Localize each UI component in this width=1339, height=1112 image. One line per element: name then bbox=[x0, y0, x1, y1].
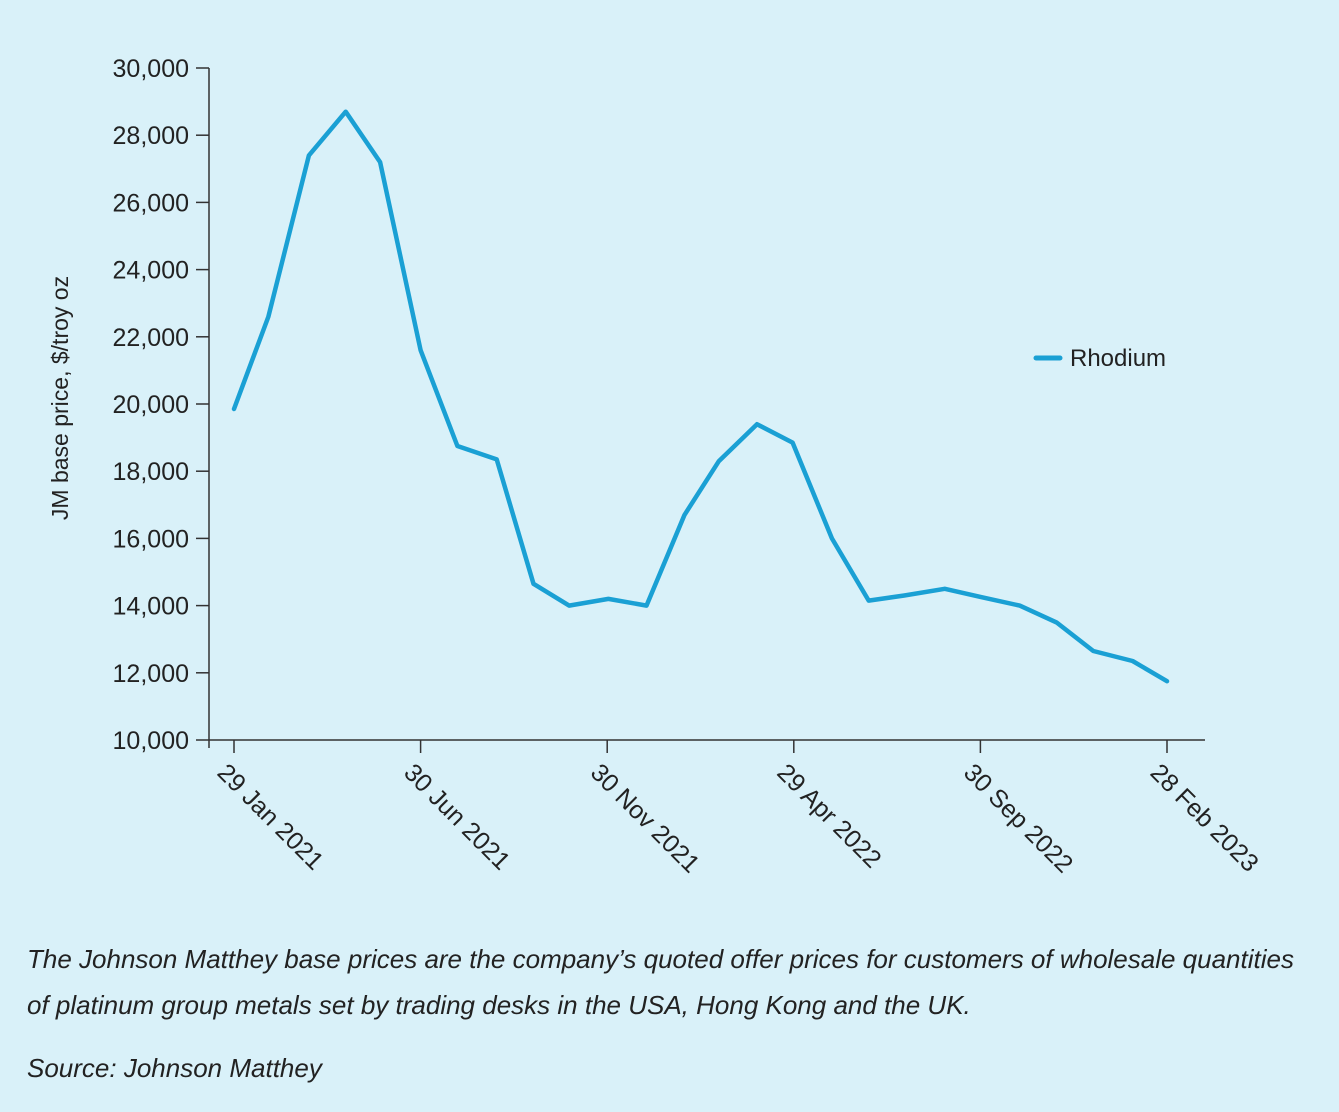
legend-label-rhodium: Rhodium bbox=[1070, 345, 1166, 372]
x-axis: 29 Jan 2021 30 Jun 2021 30 Nov 2021 29 Apr … bbox=[209, 739, 1264, 879]
x-tick-label: 29 Jan 2021 bbox=[212, 758, 329, 875]
series-group bbox=[231, 109, 1170, 684]
legend: Rhodium bbox=[1033, 345, 1166, 372]
x-tick-label: 30 Nov 2021 bbox=[585, 758, 705, 878]
y-tick-label: 24,000 bbox=[113, 257, 189, 285]
y-tick-label: 14,000 bbox=[113, 593, 189, 621]
y-tick-label: 18,000 bbox=[113, 458, 189, 486]
series-line-rhodium bbox=[231, 109, 1170, 684]
y-tick-label: 10,000 bbox=[113, 727, 189, 755]
y-tick-label: 16,000 bbox=[113, 525, 189, 553]
x-tick-label: 30 Jun 2021 bbox=[398, 758, 515, 875]
x-tick-label: 28 Feb 2023 bbox=[1145, 758, 1264, 877]
y-axis-title: JM base price, $/troy oz bbox=[47, 276, 73, 520]
x-tick-label: 30 Sep 2022 bbox=[958, 758, 1078, 878]
line-chart: 10,000 12,000 14,000 16,000 18,000 20,000 22,0… bbox=[47, 55, 1264, 879]
y-tick-label: 22,000 bbox=[113, 324, 189, 352]
y-axis: 10,000 12,000 14,000 16,000 18,000 20,000 22,0… bbox=[113, 55, 210, 755]
chart-caption: The Johnson Matthey base prices are the … bbox=[27, 944, 1294, 1020]
y-tick-label: 20,000 bbox=[113, 391, 189, 419]
y-tick-label: 26,000 bbox=[113, 189, 189, 217]
y-tick-label: 28,000 bbox=[113, 122, 189, 150]
chart-source: Source: Johnson Matthey bbox=[27, 1053, 322, 1083]
y-tick-label: 12,000 bbox=[113, 660, 189, 688]
x-tick-label: 29 Apr 2022 bbox=[772, 758, 887, 873]
y-tick-label: 30,000 bbox=[113, 55, 189, 83]
